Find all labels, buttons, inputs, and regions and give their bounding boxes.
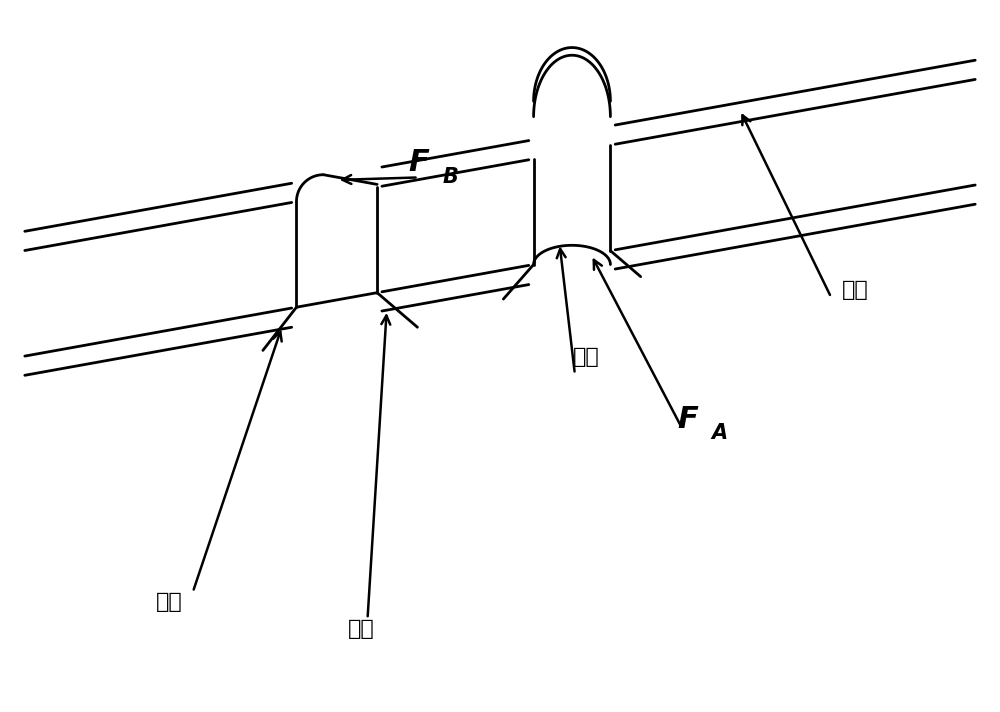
Text: 凸边: 凸边 xyxy=(347,619,374,639)
Text: F: F xyxy=(409,148,430,177)
Text: F: F xyxy=(678,404,698,434)
Text: 凸边: 凸边 xyxy=(155,592,182,612)
Text: B: B xyxy=(442,167,458,187)
Text: A: A xyxy=(711,424,727,444)
Text: 凹边: 凹边 xyxy=(573,347,600,367)
Text: 凸边: 凸边 xyxy=(842,280,869,300)
